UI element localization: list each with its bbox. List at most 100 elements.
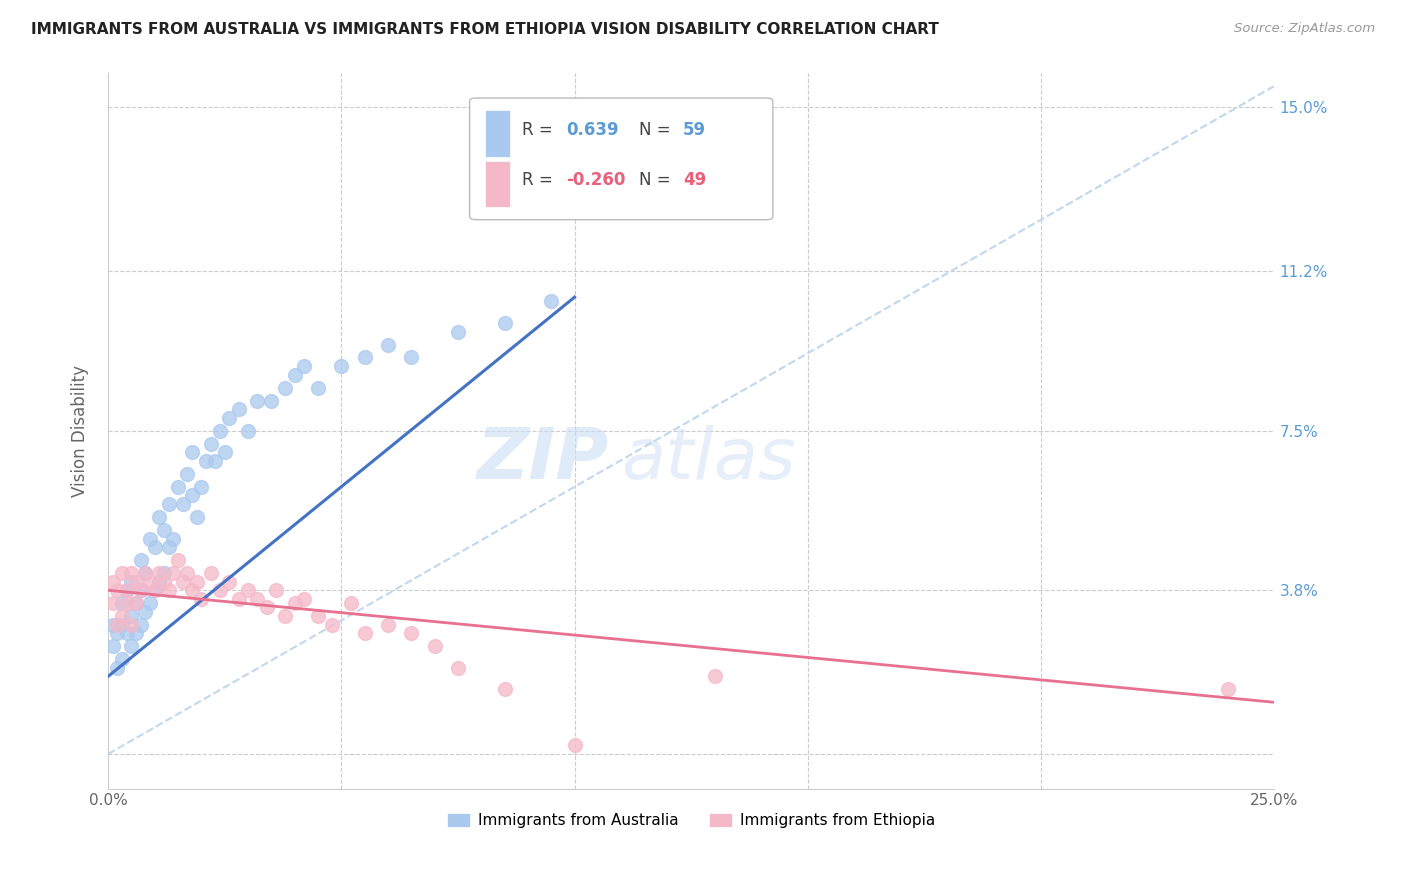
Point bbox=[423, 640, 446, 654]
Text: atlas: atlas bbox=[621, 425, 796, 494]
Point bbox=[181, 445, 204, 459]
Point bbox=[204, 454, 226, 468]
Legend: Immigrants from Australia, Immigrants from Ethiopia: Immigrants from Australia, Immigrants fr… bbox=[441, 807, 941, 835]
Point bbox=[186, 574, 208, 589]
Point bbox=[307, 381, 329, 395]
Point bbox=[236, 583, 259, 598]
Point bbox=[494, 682, 516, 697]
Point bbox=[208, 424, 231, 438]
Point bbox=[353, 626, 375, 640]
Text: 59: 59 bbox=[683, 121, 706, 139]
Text: IMMIGRANTS FROM AUSTRALIA VS IMMIGRANTS FROM ETHIOPIA VISION DISABILITY CORRELAT: IMMIGRANTS FROM AUSTRALIA VS IMMIGRANTS … bbox=[31, 22, 939, 37]
Point bbox=[157, 540, 180, 554]
Text: 0.639: 0.639 bbox=[567, 121, 619, 139]
Point bbox=[157, 583, 180, 598]
Point bbox=[134, 566, 156, 580]
Point bbox=[105, 661, 128, 675]
Point bbox=[125, 596, 148, 610]
Text: R =: R = bbox=[522, 121, 558, 139]
Point bbox=[129, 583, 152, 598]
Bar bbox=[485, 111, 510, 157]
Text: R =: R = bbox=[522, 171, 558, 189]
Point bbox=[274, 381, 297, 395]
Point bbox=[115, 583, 138, 598]
Point bbox=[218, 410, 240, 425]
Point bbox=[129, 553, 152, 567]
Point bbox=[111, 652, 134, 666]
Point bbox=[111, 566, 134, 580]
Point bbox=[260, 393, 283, 408]
Point bbox=[190, 591, 212, 606]
Point bbox=[228, 402, 250, 417]
Point bbox=[292, 591, 315, 606]
Point bbox=[190, 480, 212, 494]
Text: Source: ZipAtlas.com: Source: ZipAtlas.com bbox=[1234, 22, 1375, 36]
Point bbox=[101, 574, 124, 589]
Point bbox=[172, 574, 194, 589]
Text: N =: N = bbox=[638, 171, 676, 189]
Point bbox=[339, 596, 361, 610]
Point bbox=[264, 583, 287, 598]
Point bbox=[176, 467, 198, 481]
Point bbox=[167, 480, 190, 494]
Point bbox=[749, 186, 772, 201]
Point bbox=[330, 359, 353, 373]
Point bbox=[246, 393, 269, 408]
Point bbox=[148, 510, 170, 524]
Point bbox=[256, 600, 278, 615]
Point bbox=[148, 574, 170, 589]
Point bbox=[447, 325, 470, 339]
Point bbox=[111, 609, 134, 624]
Point bbox=[129, 617, 152, 632]
Point bbox=[153, 574, 176, 589]
Point bbox=[1216, 682, 1239, 697]
Text: ZIP: ZIP bbox=[477, 425, 610, 494]
Point bbox=[101, 596, 124, 610]
Point bbox=[540, 294, 562, 309]
Point bbox=[246, 591, 269, 606]
Point bbox=[172, 497, 194, 511]
Point bbox=[111, 596, 134, 610]
Point bbox=[143, 540, 166, 554]
Point bbox=[148, 566, 170, 580]
Point bbox=[321, 617, 343, 632]
Point bbox=[125, 574, 148, 589]
Point bbox=[139, 596, 162, 610]
Point bbox=[125, 626, 148, 640]
Point bbox=[377, 337, 399, 351]
Point bbox=[200, 566, 222, 580]
Point bbox=[353, 351, 375, 365]
Point bbox=[194, 454, 217, 468]
Point bbox=[143, 583, 166, 598]
Point bbox=[157, 497, 180, 511]
Point bbox=[139, 574, 162, 589]
Point bbox=[307, 609, 329, 624]
Point bbox=[200, 436, 222, 450]
FancyBboxPatch shape bbox=[470, 98, 773, 219]
Point bbox=[494, 316, 516, 330]
Point bbox=[120, 640, 142, 654]
Point bbox=[120, 566, 142, 580]
Point bbox=[401, 351, 423, 365]
Point bbox=[703, 669, 725, 683]
Point bbox=[162, 566, 184, 580]
Point bbox=[134, 566, 156, 580]
Point bbox=[208, 583, 231, 598]
Y-axis label: Vision Disability: Vision Disability bbox=[72, 365, 89, 497]
Point bbox=[162, 532, 184, 546]
Point bbox=[153, 523, 176, 537]
Text: N =: N = bbox=[638, 121, 676, 139]
Point bbox=[377, 617, 399, 632]
Point bbox=[120, 617, 142, 632]
Bar bbox=[485, 161, 510, 207]
Point bbox=[181, 488, 204, 502]
Point bbox=[284, 368, 307, 382]
Point bbox=[186, 510, 208, 524]
Point bbox=[115, 596, 138, 610]
Point bbox=[139, 532, 162, 546]
Point bbox=[101, 640, 124, 654]
Point bbox=[218, 574, 240, 589]
Point bbox=[120, 574, 142, 589]
Point bbox=[134, 605, 156, 619]
Point bbox=[105, 617, 128, 632]
